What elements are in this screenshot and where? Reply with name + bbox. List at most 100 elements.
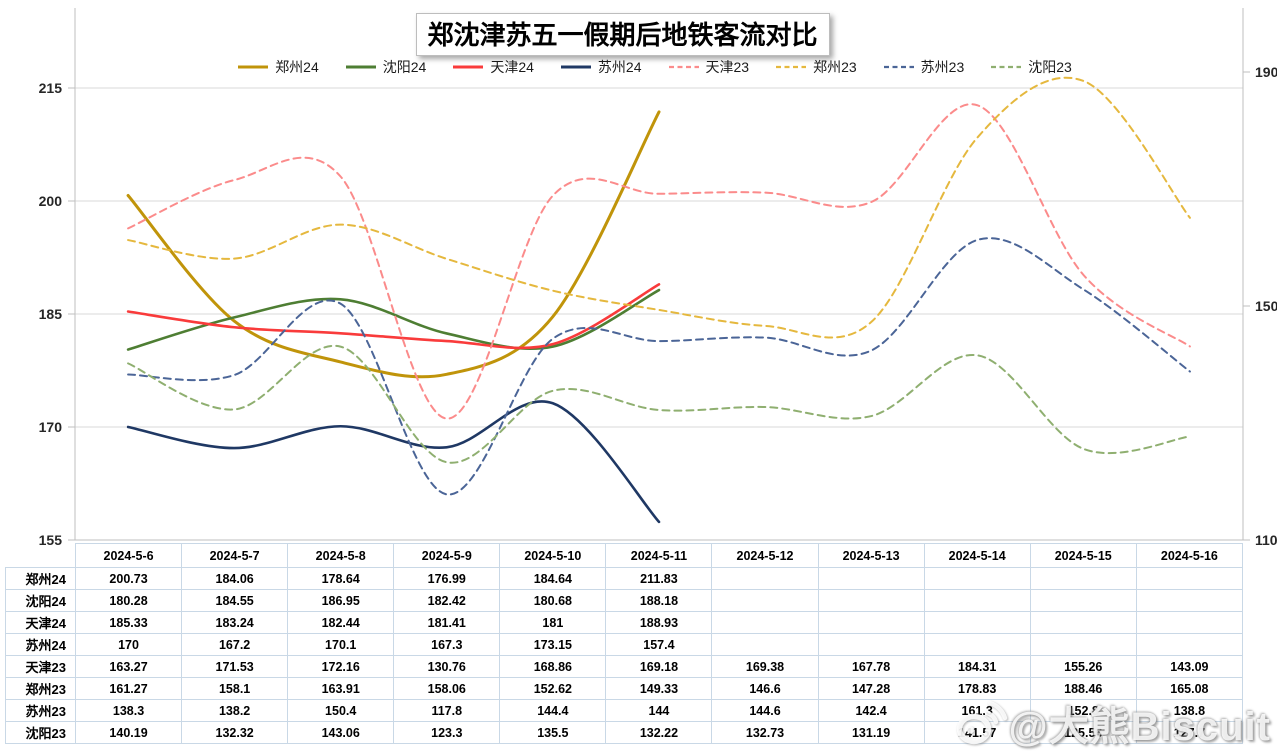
- table-corner-cell: [5, 543, 76, 568]
- legend-swatch: [991, 65, 1022, 69]
- legend-label: 天津24: [490, 59, 534, 75]
- row-label: 沈阳24: [5, 589, 76, 612]
- series-line-郑州23: [127, 76, 1191, 339]
- row-label: 苏州24: [5, 633, 76, 656]
- table-cell: [923, 589, 1031, 612]
- table-cell: 184.55: [181, 589, 289, 612]
- table-date-header: 2024-5-10: [499, 543, 607, 568]
- table-cell: [1135, 589, 1244, 612]
- table-cell: 182.42: [393, 589, 501, 612]
- series-lines: [126, 76, 1191, 524]
- y-axis-label-right: 190: [1255, 64, 1277, 80]
- table-cell: 131.19: [817, 721, 925, 744]
- gridlines: [75, 87, 1243, 541]
- table-cell: [1029, 633, 1137, 656]
- table-cell: [1135, 567, 1244, 590]
- table-cell: [1029, 589, 1137, 612]
- table-cell: 180.68: [499, 589, 607, 612]
- y-axis-label-left: 200: [39, 193, 63, 209]
- table-cell: 211.83: [605, 567, 713, 590]
- y-axis-label-left: 170: [39, 419, 63, 435]
- legend-swatch: [668, 65, 699, 69]
- table-cell: 138.8: [1135, 699, 1244, 722]
- table-date-header: 2024-5-14: [923, 543, 1031, 568]
- table-cell: 130.76: [393, 655, 501, 678]
- table-row-沈阳23: 沈阳23 140.19 132.32 143.06 123.3 135.5 132.22 13…: [5, 721, 1244, 744]
- table-row-天津23: 天津23 163.27 171.53 172.16 130.76 168.86 169.18…: [5, 655, 1244, 678]
- table-cell: [1135, 611, 1244, 634]
- legend-label: 郑州23: [813, 59, 857, 75]
- legend-label: 苏州24: [597, 59, 642, 75]
- table-cell: 184.64: [499, 567, 607, 590]
- table-cell: [711, 633, 819, 656]
- series-line-天津23: [127, 103, 1191, 420]
- table-cell: [817, 611, 925, 634]
- table-cell: 147.28: [817, 677, 925, 700]
- table-cell: [711, 589, 819, 612]
- table-cell: 127.7: [1135, 721, 1244, 744]
- table-cell: [1029, 611, 1137, 634]
- table-cell: 182.44: [287, 611, 395, 634]
- legend-label: 郑州24: [275, 59, 319, 75]
- row-label: 苏州23: [5, 699, 76, 722]
- table-cell: 181: [499, 611, 607, 634]
- legend-item-郑州23: 郑州23: [776, 57, 857, 77]
- table-cell: 200.73: [74, 567, 183, 590]
- series-line-沈阳24: [126, 288, 661, 351]
- table-cell: 186.95: [287, 589, 395, 612]
- series-line-苏州23: [127, 237, 1191, 496]
- table-cell: 185.33: [74, 611, 183, 634]
- legend-label: 沈阳24: [382, 59, 427, 75]
- legend-swatch: [345, 65, 376, 69]
- table-cell: 167.2: [181, 633, 289, 656]
- table-cell: [923, 567, 1031, 590]
- table-cell: 143.09: [1135, 655, 1244, 678]
- table-cell: 176.99: [393, 567, 501, 590]
- table-cell: 152.62: [499, 677, 607, 700]
- row-label: 沈阳23: [5, 721, 76, 744]
- table-cell: 161.3: [923, 699, 1031, 722]
- table-cell: 169.18: [605, 655, 713, 678]
- table-cell: 144: [605, 699, 713, 722]
- table-cell: [817, 567, 925, 590]
- table-cell: 142.4: [817, 699, 925, 722]
- table-cell: 169.38: [711, 655, 819, 678]
- table-row-苏州23: 苏州23 138.3 138.2 150.4 117.8 144.4 144 144.6 142…: [5, 699, 1244, 722]
- legend-label: 苏州23: [920, 59, 965, 75]
- legend-item-苏州24: 苏州24: [560, 57, 642, 77]
- table-cell: 165.08: [1135, 677, 1244, 700]
- table-cell: 158.1: [181, 677, 289, 700]
- table-cell: 144.4: [499, 699, 607, 722]
- table-cell: 140.19: [74, 721, 183, 744]
- table-cell: 144.6: [711, 699, 819, 722]
- table-cell: 184.06: [181, 567, 289, 590]
- table-date-header: 2024-5-7: [181, 543, 289, 568]
- table-date-header: 2024-5-13: [817, 543, 925, 568]
- chart-title-box: 郑沈津苏五一假期后地铁客流对比: [415, 13, 830, 56]
- legend-item-沈阳23: 沈阳23: [991, 57, 1072, 77]
- table-cell: 180.28: [74, 589, 183, 612]
- table-cell: 173.15: [499, 633, 607, 656]
- table-cell: 171.53: [181, 655, 289, 678]
- table-date-header: 2024-5-6: [74, 543, 183, 568]
- table-cell: 178.83: [923, 677, 1031, 700]
- y-axis-label-right: 150: [1255, 298, 1277, 314]
- legend-item-天津23: 天津23: [668, 57, 749, 77]
- legend-swatch: [453, 65, 484, 69]
- series-line-郑州24: [126, 110, 661, 379]
- table-cell: 152.8: [1029, 699, 1137, 722]
- table-cell: 161.27: [74, 677, 183, 700]
- table-cell: 181.41: [393, 611, 501, 634]
- table-cell: 123.3: [393, 721, 501, 744]
- table-date-header: 2024-5-12: [711, 543, 819, 568]
- y-axis-label-left: 215: [39, 80, 63, 96]
- table-cell: 132.73: [711, 721, 819, 744]
- table-cell: 138.2: [181, 699, 289, 722]
- table-row-郑州23: 郑州23 161.27 158.1 163.91 158.06 152.62 149.33 1…: [5, 677, 1244, 700]
- table-date-header: 2024-5-15: [1029, 543, 1137, 568]
- table-cell: [711, 567, 819, 590]
- table-cell: 117.8: [393, 699, 501, 722]
- table-cell: 143.06: [287, 721, 395, 744]
- legend-swatch: [883, 65, 914, 69]
